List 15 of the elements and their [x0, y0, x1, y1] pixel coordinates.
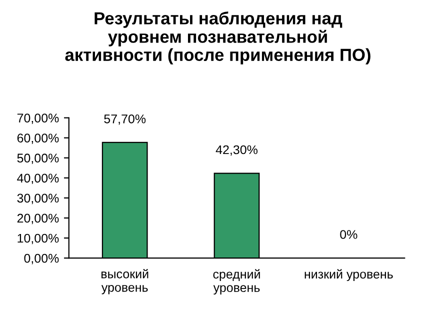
data-label: 0% — [340, 230, 358, 239]
chart-title: Результаты наблюдения над уровнем познавательной активности (после применения ПО) — [65, 12, 370, 64]
x-tick-label: низкий уровень — [304, 269, 393, 282]
y-tick-label: 10,00% — [18, 234, 59, 244]
y-tick-label: 30,00% — [17, 194, 59, 204]
data-label: 42,30% — [216, 145, 258, 156]
y-tick-label: 40,00% — [17, 174, 59, 184]
data-label: 57,70% — [104, 114, 146, 125]
y-tick-label: 50,00% — [17, 154, 59, 164]
y-tick-label: 60,00% — [17, 134, 59, 144]
x-tick-label: средний уровень — [213, 269, 260, 295]
y-tick-label: 20,00% — [17, 214, 59, 224]
x-tick-label: высокий уровень — [101, 268, 148, 294]
y-tick-label: 0,00% — [24, 254, 59, 264]
y-tick-label: 70,00% — [17, 114, 59, 124]
